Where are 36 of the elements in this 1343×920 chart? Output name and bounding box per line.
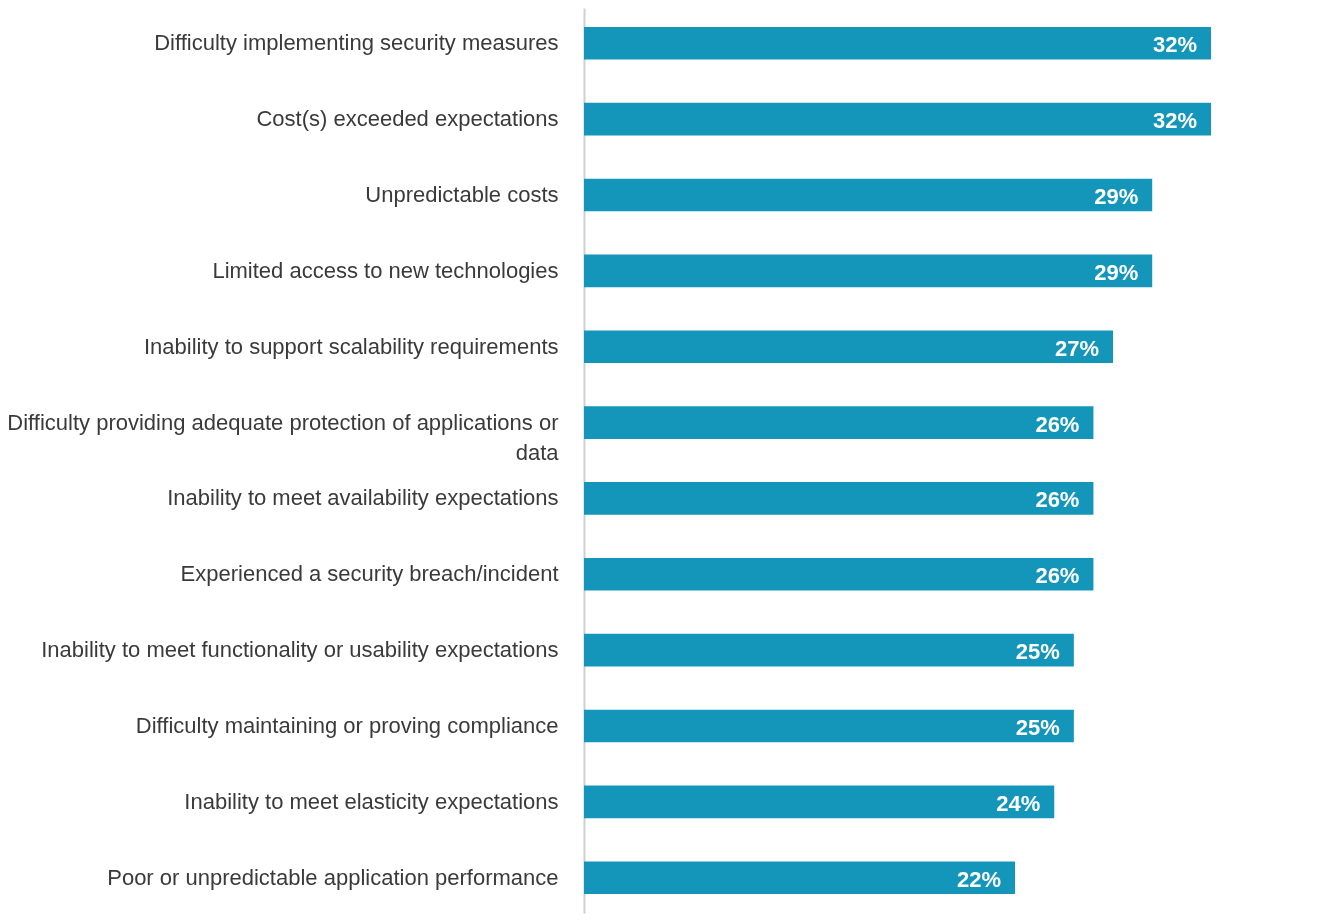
bar xyxy=(584,330,1114,364)
bar xyxy=(584,861,1016,895)
y-tick-label: Inability to support scalability requirements xyxy=(143,333,559,359)
y-tick-label: Inability to meet elasticity expectations xyxy=(184,788,559,814)
bar xyxy=(584,785,1055,819)
data-label: 22% xyxy=(957,866,1002,892)
y-tick-label: Unpredictable costs xyxy=(365,181,559,207)
data-label: 29% xyxy=(1094,259,1139,285)
bar xyxy=(584,709,1074,743)
data-label: 27% xyxy=(1054,335,1100,361)
data-label: 32% xyxy=(1152,108,1197,134)
y-tick-label: Cost(s) exceeded expectations xyxy=(256,106,559,132)
data-label: 32% xyxy=(1152,32,1197,58)
data-label: 25% xyxy=(1015,639,1060,665)
y-tick-label: Experienced a security breach/incident xyxy=(180,561,559,587)
y-tick-label: Inability to meet functionality or usability expectations xyxy=(41,637,559,663)
data-label: 29% xyxy=(1094,183,1139,209)
data-label: 26% xyxy=(1035,563,1080,589)
data-label: 26% xyxy=(1035,411,1080,437)
bar xyxy=(584,557,1094,591)
bar xyxy=(584,102,1211,136)
y-tick-label: Difficulty maintaining or proving compliance xyxy=(135,713,559,739)
data-label: 24% xyxy=(996,790,1041,816)
bar xyxy=(584,254,1153,288)
bar xyxy=(584,178,1153,212)
bar xyxy=(584,26,1211,60)
bar xyxy=(584,406,1094,439)
y-tick-label: Difficulty implementing security measures xyxy=(154,30,559,56)
y-tick-label: Difficulty providing adequate protection of applications or data xyxy=(7,409,560,465)
y-tick-label: Limited access to new technologies xyxy=(212,257,559,283)
data-label: 25% xyxy=(1015,715,1060,741)
bar xyxy=(584,482,1094,515)
data-label: 26% xyxy=(1035,487,1080,513)
y-tick-label: Poor or unpredictable application performance xyxy=(107,864,559,890)
bar xyxy=(584,633,1074,667)
y-tick-label: Inability to meet availability expectations xyxy=(167,485,559,511)
